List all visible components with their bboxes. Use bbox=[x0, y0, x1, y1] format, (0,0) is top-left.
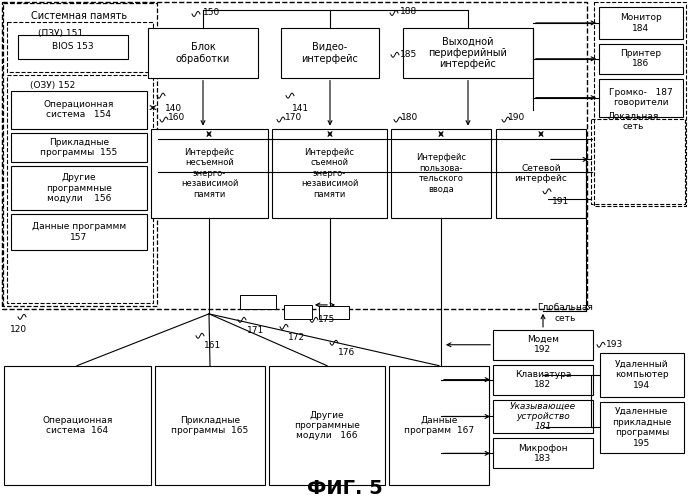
Text: BIOS 153: BIOS 153 bbox=[53, 42, 94, 51]
Text: Данные программм
157: Данные программм 157 bbox=[32, 222, 126, 242]
Text: Прикладные
программы  155: Прикладные программы 155 bbox=[40, 138, 117, 157]
FancyBboxPatch shape bbox=[600, 352, 684, 397]
Text: 175: 175 bbox=[318, 315, 335, 324]
FancyBboxPatch shape bbox=[151, 128, 268, 218]
FancyBboxPatch shape bbox=[11, 90, 147, 128]
Text: Монитор
184: Монитор 184 bbox=[620, 13, 662, 32]
FancyBboxPatch shape bbox=[599, 78, 683, 116]
Text: Операционная
система  164: Операционная система 164 bbox=[42, 416, 113, 435]
FancyBboxPatch shape bbox=[319, 306, 349, 319]
FancyBboxPatch shape bbox=[493, 400, 593, 434]
Text: Системная память: Системная память bbox=[31, 11, 127, 21]
Text: (ОЗУ) 152: (ОЗУ) 152 bbox=[30, 80, 75, 90]
Text: Видео-
интерфейс: Видео- интерфейс bbox=[301, 42, 359, 64]
Text: 120: 120 bbox=[10, 325, 27, 334]
FancyBboxPatch shape bbox=[389, 366, 489, 485]
Text: Выходной
периферийный
интерфейс: Выходной периферийный интерфейс bbox=[428, 36, 507, 70]
FancyBboxPatch shape bbox=[4, 366, 151, 485]
Text: 150: 150 bbox=[203, 8, 220, 17]
FancyBboxPatch shape bbox=[599, 44, 683, 74]
FancyBboxPatch shape bbox=[155, 366, 265, 485]
Text: 171: 171 bbox=[247, 326, 264, 335]
Text: Интерфейс
несъемной
энерго-
независимой
памяти: Интерфейс несъемной энерго- независимой … bbox=[181, 148, 238, 198]
Text: 193: 193 bbox=[606, 340, 623, 349]
FancyBboxPatch shape bbox=[11, 132, 147, 162]
Text: Громко-   187
говорители: Громко- 187 говорители bbox=[609, 88, 673, 108]
FancyBboxPatch shape bbox=[493, 364, 593, 394]
Text: Другие
программные
модули    156: Другие программные модули 156 bbox=[46, 174, 112, 203]
FancyBboxPatch shape bbox=[600, 402, 684, 454]
Text: Данные
программ  167: Данные программ 167 bbox=[404, 416, 474, 435]
Text: 141: 141 bbox=[292, 104, 309, 112]
Text: Локальная
сеть: Локальная сеть bbox=[607, 112, 659, 132]
FancyBboxPatch shape bbox=[11, 166, 147, 210]
Text: Другие
программные
модули   166: Другие программные модули 166 bbox=[294, 410, 360, 440]
Text: Клавиатура
182: Клавиатура 182 bbox=[515, 370, 571, 390]
Text: Микрофон
183: Микрофон 183 bbox=[518, 444, 568, 463]
Text: Принтер
186: Принтер 186 bbox=[621, 49, 661, 68]
Text: 191: 191 bbox=[552, 198, 569, 206]
Text: Модем
192: Модем 192 bbox=[527, 335, 559, 354]
Text: 170: 170 bbox=[285, 112, 302, 122]
Text: 176: 176 bbox=[338, 348, 355, 356]
Text: Удаленный
компьютер
194: Удаленный компьютер 194 bbox=[615, 360, 669, 390]
Text: 161: 161 bbox=[204, 341, 221, 350]
Text: 160: 160 bbox=[168, 112, 185, 122]
Text: ФИГ. 5: ФИГ. 5 bbox=[307, 478, 383, 498]
Text: Интерфейс
пользова-
тельского
ввода: Интерфейс пользова- тельского ввода bbox=[416, 154, 466, 194]
FancyBboxPatch shape bbox=[403, 28, 533, 78]
FancyBboxPatch shape bbox=[11, 214, 147, 250]
Text: 190: 190 bbox=[508, 112, 525, 122]
Text: (ПЗУ) 151: (ПЗУ) 151 bbox=[38, 29, 83, 38]
FancyBboxPatch shape bbox=[496, 128, 586, 218]
FancyBboxPatch shape bbox=[240, 295, 276, 309]
Text: 140: 140 bbox=[165, 104, 182, 112]
Text: 185: 185 bbox=[400, 50, 417, 59]
FancyBboxPatch shape bbox=[391, 128, 491, 218]
Text: Удаленные
прикладные
программы
195: Удаленные прикладные программы 195 bbox=[612, 408, 672, 448]
Text: 180: 180 bbox=[401, 112, 418, 122]
Text: Блок
обработки: Блок обработки bbox=[176, 42, 230, 64]
FancyBboxPatch shape bbox=[281, 28, 379, 78]
FancyBboxPatch shape bbox=[269, 366, 385, 485]
FancyBboxPatch shape bbox=[493, 330, 593, 360]
FancyBboxPatch shape bbox=[18, 35, 128, 59]
Text: Глобальная
сеть: Глобальная сеть bbox=[537, 303, 593, 322]
Text: 172: 172 bbox=[288, 333, 305, 342]
Text: 188: 188 bbox=[400, 7, 417, 16]
Text: Сетевой
интерфейс: Сетевой интерфейс bbox=[515, 164, 567, 183]
Text: Интерфейс
съемной
энерго-
независимой
памяти: Интерфейс съемной энерго- независимой па… bbox=[301, 148, 358, 198]
Text: Прикладные
программы  165: Прикладные программы 165 bbox=[171, 416, 249, 435]
Text: Операционная
система   154: Операционная система 154 bbox=[44, 100, 114, 119]
FancyBboxPatch shape bbox=[599, 7, 683, 39]
FancyBboxPatch shape bbox=[493, 438, 593, 468]
Text: Указывающее
устройство
181: Указывающее устройство 181 bbox=[510, 402, 576, 432]
FancyBboxPatch shape bbox=[284, 305, 312, 319]
FancyBboxPatch shape bbox=[272, 128, 387, 218]
FancyBboxPatch shape bbox=[148, 28, 258, 78]
